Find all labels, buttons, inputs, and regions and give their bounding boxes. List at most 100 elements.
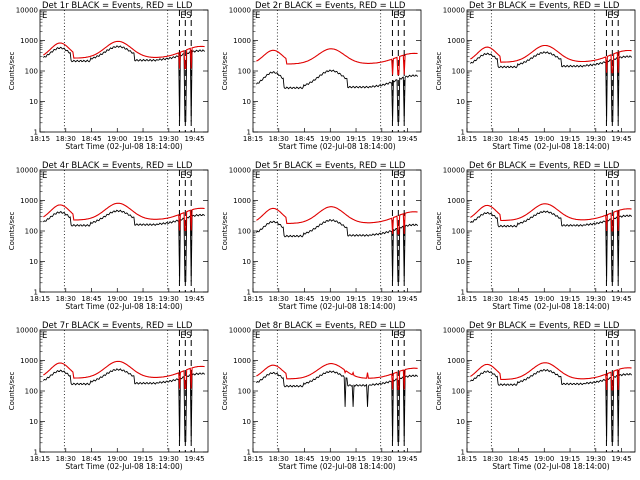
marker-label-s: S — [613, 171, 618, 181]
x-tick-label: 19:45 — [397, 455, 417, 463]
x-tick-label: 18:15 — [457, 295, 477, 303]
panel-title: Det 1r BLACK = Events, RED = LLD — [42, 1, 193, 11]
x-tick-label: 18:45 — [81, 135, 101, 143]
plot-frame — [252, 169, 422, 293]
y-tick-label: 1 — [461, 449, 465, 457]
y-tick-label: 10000 — [443, 7, 465, 15]
y-tick-label: 10 — [456, 418, 465, 426]
x-tick-label: 19:45 — [611, 455, 631, 463]
marker-label-s: S — [186, 331, 191, 341]
marker-label-s: S — [399, 11, 404, 21]
panel: Det 5r BLACK = Events, RED = LLD 1 10 100 10… — [221, 161, 422, 311]
x-tick-label: 19:00 — [320, 135, 340, 143]
panel: Det 3r BLACK = Events, RED = LLD 1 10 100 10… — [435, 1, 636, 151]
panel: Det 6r BLACK = Events, RED = LLD 1 10 100 10… — [435, 161, 636, 311]
x-tick-label: 19:30 — [159, 455, 179, 463]
y-tick-label: 10 — [242, 98, 251, 106]
panel-title: Det 5r BLACK = Events, RED = LLD — [255, 161, 406, 171]
y-axis-label: Counts/sec — [8, 52, 16, 91]
x-tick-label: 18:15 — [457, 135, 477, 143]
x-axis-label: Start Time (02-Jul-08 18:14:00) — [492, 462, 609, 471]
x-tick-label: 19:00 — [534, 455, 554, 463]
marker-label-start: E — [255, 11, 260, 21]
marker-label-start: E — [469, 11, 474, 21]
y-axis-label: Counts/sec — [8, 372, 16, 411]
series-lld-line — [256, 363, 418, 391]
y-tick-label: 1000 — [233, 357, 251, 365]
marker-label-s: S — [613, 11, 618, 21]
y-tick-label: 10 — [242, 418, 251, 426]
y-tick-label: 1000 — [233, 197, 251, 205]
y-tick-label: 10 — [29, 418, 38, 426]
series-events-line — [256, 219, 418, 283]
y-tick-label: 10000 — [16, 7, 38, 15]
y-tick-label: 1 — [247, 289, 251, 297]
plot-frame — [39, 329, 209, 453]
x-tick-label: 18:15 — [30, 455, 50, 463]
y-tick-label: 1 — [247, 449, 251, 457]
x-tick-label: 19:15 — [346, 135, 366, 143]
series-lld-line — [256, 48, 418, 76]
x-tick-label: 19:45 — [397, 135, 417, 143]
x-tick-label: 19:45 — [184, 455, 204, 463]
x-tick-label: 18:45 — [508, 135, 528, 143]
x-tick-label: 19:30 — [159, 135, 179, 143]
plot-frame — [39, 9, 209, 133]
series-lld-line — [43, 202, 205, 232]
series-events-line — [43, 209, 205, 283]
marker-label-start: E — [42, 171, 47, 181]
marker-label-s: S — [613, 331, 618, 341]
y-axis-label: Counts/sec — [221, 52, 229, 91]
y-tick-label: 10 — [29, 258, 38, 266]
x-tick-label: 18:30 — [269, 455, 289, 463]
x-tick-label: 19:15 — [133, 135, 153, 143]
y-tick-label: 1000 — [20, 37, 38, 45]
x-tick-label: 18:45 — [81, 295, 101, 303]
plot-frame — [252, 329, 422, 453]
plot-frame — [252, 9, 422, 133]
marker-label-s: S — [399, 331, 404, 341]
panel: Det 2r BLACK = Events, RED = LLD 1 10 100 10… — [221, 1, 422, 151]
panel-title: Det 3r BLACK = Events, RED = LLD — [469, 1, 620, 11]
x-tick-label: 18:15 — [243, 455, 263, 463]
x-tick-label: 18:15 — [30, 135, 50, 143]
panel-title: Det 4r BLACK = Events, RED = LLD — [42, 161, 193, 171]
y-tick-label: 1000 — [233, 37, 251, 45]
y-tick-label: 1000 — [447, 197, 465, 205]
x-tick-label: 19:45 — [611, 135, 631, 143]
marker-label-e: E — [393, 11, 398, 21]
series-lld-line — [470, 44, 632, 74]
y-tick-label: 100 — [238, 388, 251, 396]
x-tick-label: 19:45 — [184, 295, 204, 303]
x-tick-label: 19:30 — [372, 455, 392, 463]
panel-title: Det 6r BLACK = Events, RED = LLD — [469, 161, 620, 171]
y-axis-label: Counts/sec — [221, 212, 229, 251]
panel-title: Det 9r BLACK = Events, RED = LLD — [469, 321, 620, 331]
x-tick-label: 19:00 — [107, 135, 127, 143]
marker-label-e: E — [607, 11, 612, 21]
x-tick-label: 19:15 — [133, 295, 153, 303]
y-axis-label: Counts/sec — [435, 372, 443, 411]
x-tick-label: 18:15 — [243, 295, 263, 303]
x-axis-label: Start Time (02-Jul-08 18:14:00) — [492, 302, 609, 311]
y-tick-label: 1 — [247, 129, 251, 137]
x-tick-label: 19:30 — [586, 455, 606, 463]
x-tick-label: 18:30 — [56, 295, 76, 303]
marker-label-e: E — [393, 171, 398, 181]
series-lld-line — [43, 360, 205, 390]
y-tick-label: 1 — [34, 449, 38, 457]
series-lld-line — [470, 362, 632, 391]
x-axis-label: Start Time (02-Jul-08 18:14:00) — [278, 302, 395, 311]
x-axis-label: Start Time (02-Jul-08 18:14:00) — [492, 142, 609, 151]
x-tick-label: 19:00 — [320, 295, 340, 303]
series-events-line — [256, 370, 418, 443]
x-tick-label: 19:45 — [611, 295, 631, 303]
plot-frame — [466, 169, 636, 293]
marker-label-s: S — [186, 11, 191, 21]
marker-label-e: E — [180, 331, 185, 341]
plot-frame — [39, 169, 209, 293]
plot-frame — [466, 9, 636, 133]
marker-label-start: E — [469, 171, 474, 181]
x-tick-label: 18:30 — [483, 135, 503, 143]
